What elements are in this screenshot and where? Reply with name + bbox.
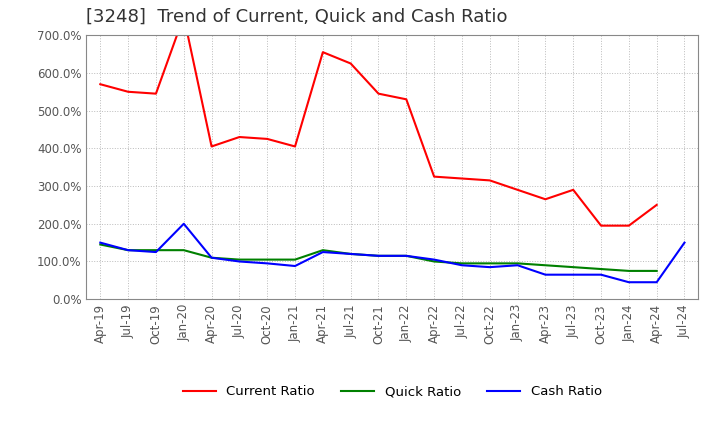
Cash Ratio [652, 279, 661, 285]
Current Ratio [179, 14, 188, 19]
Cash Ratio [235, 259, 243, 264]
Cash Ratio [124, 248, 132, 253]
Quick Ratio [513, 261, 522, 266]
Quick Ratio [207, 255, 216, 260]
Current Ratio [235, 134, 243, 139]
Quick Ratio [124, 248, 132, 253]
Cash Ratio [624, 279, 633, 285]
Line: Cash Ratio: Cash Ratio [100, 224, 685, 282]
Quick Ratio [430, 259, 438, 264]
Quick Ratio [152, 248, 161, 253]
Cash Ratio [318, 249, 327, 255]
Current Ratio [263, 136, 271, 142]
Cash Ratio [680, 240, 689, 245]
Quick Ratio [569, 264, 577, 270]
Quick Ratio [485, 261, 494, 266]
Current Ratio [374, 91, 383, 96]
Current Ratio [485, 178, 494, 183]
Quick Ratio [318, 248, 327, 253]
Legend: Current Ratio, Quick Ratio, Cash Ratio: Current Ratio, Quick Ratio, Cash Ratio [177, 380, 608, 403]
Quick Ratio [624, 268, 633, 274]
Cash Ratio [152, 249, 161, 255]
Cash Ratio [513, 263, 522, 268]
Current Ratio [152, 91, 161, 96]
Current Ratio [569, 187, 577, 192]
Current Ratio [458, 176, 467, 181]
Quick Ratio [458, 261, 467, 266]
Current Ratio [124, 89, 132, 95]
Text: [3248]  Trend of Current, Quick and Cash Ratio: [3248] Trend of Current, Quick and Cash … [86, 7, 508, 26]
Quick Ratio [96, 242, 104, 247]
Cash Ratio [374, 253, 383, 258]
Quick Ratio [179, 248, 188, 253]
Quick Ratio [235, 257, 243, 262]
Cash Ratio [402, 253, 410, 258]
Quick Ratio [346, 251, 355, 257]
Current Ratio [652, 202, 661, 208]
Quick Ratio [374, 253, 383, 258]
Quick Ratio [402, 253, 410, 258]
Cash Ratio [485, 264, 494, 270]
Line: Quick Ratio: Quick Ratio [100, 245, 657, 271]
Cash Ratio [263, 261, 271, 266]
Current Ratio [624, 223, 633, 228]
Cash Ratio [569, 272, 577, 277]
Current Ratio [402, 97, 410, 102]
Cash Ratio [291, 264, 300, 269]
Current Ratio [318, 50, 327, 55]
Current Ratio [430, 174, 438, 179]
Quick Ratio [263, 257, 271, 262]
Quick Ratio [541, 263, 550, 268]
Cash Ratio [541, 272, 550, 277]
Cash Ratio [430, 257, 438, 262]
Cash Ratio [207, 255, 216, 260]
Current Ratio [291, 144, 300, 149]
Quick Ratio [652, 268, 661, 274]
Cash Ratio [346, 251, 355, 257]
Current Ratio [541, 197, 550, 202]
Cash Ratio [96, 240, 104, 245]
Cash Ratio [179, 221, 188, 227]
Current Ratio [513, 187, 522, 192]
Line: Current Ratio: Current Ratio [100, 16, 657, 226]
Quick Ratio [291, 257, 300, 262]
Quick Ratio [597, 266, 606, 271]
Cash Ratio [458, 263, 467, 268]
Current Ratio [96, 81, 104, 87]
Cash Ratio [597, 272, 606, 277]
Current Ratio [207, 144, 216, 149]
Current Ratio [346, 61, 355, 66]
Current Ratio [597, 223, 606, 228]
